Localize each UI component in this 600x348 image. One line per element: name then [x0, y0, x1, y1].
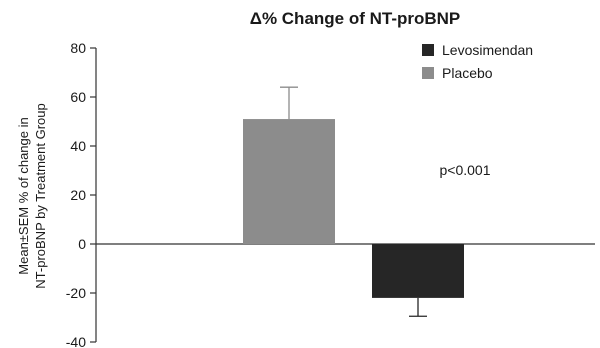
- chart-title: Δ% Change of NT-proBNP: [250, 9, 461, 28]
- y-tick-label: 40: [70, 138, 86, 154]
- legend-label-placebo: Placebo: [442, 65, 493, 81]
- y-tick-label: -20: [66, 285, 86, 301]
- bar-levosimendan: [372, 244, 464, 298]
- y-axis-label-line-1: Mean±SEM % of change in: [16, 117, 31, 274]
- y-tick-label: -40: [66, 334, 86, 348]
- y-tick-label: 0: [78, 236, 86, 252]
- y-axis-label: Mean±SEM % of change in NT-proBNP by Tre…: [16, 103, 48, 288]
- legend-swatch-placebo: [422, 67, 434, 79]
- legend-swatch-levosimendan: [422, 44, 434, 56]
- y-tick-label: 20: [70, 187, 86, 203]
- bar-placebo: [243, 119, 335, 244]
- axes: [95, 48, 595, 342]
- y-axis-ticks: 80 60 40 20 0 -20 -40: [66, 40, 96, 348]
- legend-label-levosimendan: Levosimendan: [442, 42, 533, 58]
- p-value-annotation: p<0.001: [440, 162, 491, 178]
- bars: [243, 119, 464, 298]
- y-tick-label: 60: [70, 89, 86, 105]
- y-axis-label-line-2: NT-proBNP by Treatment Group: [33, 103, 48, 288]
- y-tick-label: 80: [70, 40, 86, 56]
- error-bars: [280, 86, 427, 317]
- legend: Levosimendan Placebo: [422, 42, 533, 81]
